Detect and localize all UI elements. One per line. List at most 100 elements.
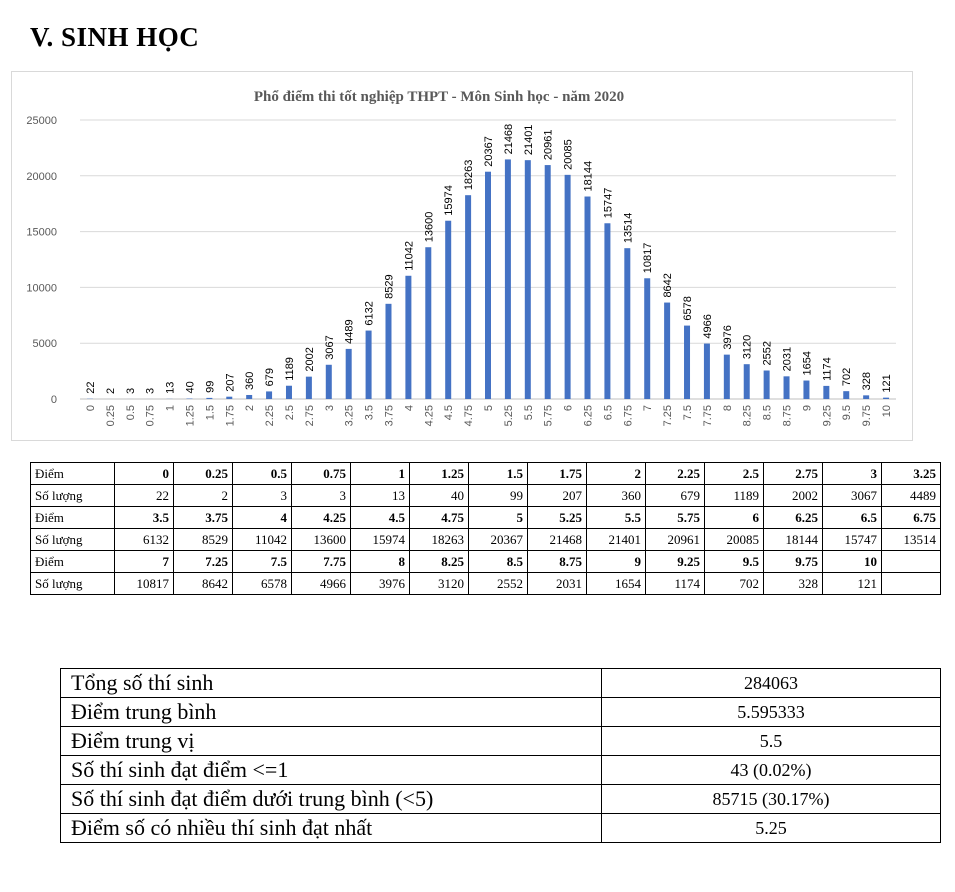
points-cell: 9.75 [763, 550, 823, 573]
x-tick-label: 10 [881, 405, 893, 417]
data-label: 328 [861, 372, 873, 390]
count-cell: 13514 [881, 528, 941, 551]
bar [425, 247, 432, 399]
count-cell: 10817 [114, 572, 174, 595]
data-label: 207 [224, 373, 236, 391]
bar [564, 174, 571, 399]
data-label: 10817 [642, 243, 654, 274]
x-tick-label: 2 [244, 405, 256, 411]
points-cell: 0.5 [232, 462, 292, 485]
x-tick-label: 3 [324, 405, 336, 411]
data-label: 8529 [383, 274, 395, 298]
stat-label: Số thí sinh đạt điểm dưới trung bình (<5… [60, 784, 602, 814]
data-label: 3067 [324, 335, 336, 359]
points-cell: 7.5 [232, 550, 292, 573]
data-label: 679 [264, 368, 276, 386]
x-tick-label: 1.75 [224, 405, 236, 426]
points-cell: 4 [232, 506, 292, 529]
y-tick-label: 10000 [26, 282, 57, 294]
bar [703, 343, 710, 399]
count-cell: 360 [586, 484, 646, 507]
points-cell: 1.75 [527, 462, 587, 485]
bar [445, 220, 452, 399]
count-cell: 6132 [114, 528, 174, 551]
x-tick-label: 0.25 [105, 405, 117, 426]
y-tick-label: 5000 [33, 338, 57, 350]
count-cell: 22 [114, 484, 174, 507]
count-row: Số lượng 22 2 3 3 13 40 99 207 360 679 1189 2002 3067… [30, 484, 941, 507]
section-heading: V. SINH HỌC [30, 22, 200, 52]
count-cell: 11042 [232, 528, 292, 551]
stats-row: Điểm trung vị 5.5 [60, 726, 941, 756]
x-tick-label: 6.75 [622, 405, 634, 426]
bar [365, 330, 372, 399]
count-cell: 4489 [881, 484, 941, 507]
points-cell: 6.5 [822, 506, 882, 529]
x-tick-label: 0 [85, 405, 97, 411]
bar [465, 195, 472, 399]
x-tick-label: 7.25 [662, 405, 674, 426]
x-tick-label: 5 [483, 405, 495, 411]
count-cell [881, 572, 941, 595]
data-label: 4489 [344, 319, 356, 343]
points-cell: 6.25 [763, 506, 823, 529]
points-cell: 3.75 [173, 506, 233, 529]
bar [783, 376, 790, 399]
score-table: Điểm 0 0.25 0.5 0.75 1 1.25 1.5 1.75 2 2.25 2.5 2.75… [30, 462, 941, 595]
data-label: 13600 [423, 212, 435, 243]
x-tick-label: 7 [642, 405, 654, 411]
count-cell: 21401 [586, 528, 646, 551]
chart-frame: Phổ điểm thi tốt nghiệp THPT - Môn Sinh … [12, 72, 912, 440]
y-tick-label: 20000 [26, 171, 57, 183]
bar [644, 278, 651, 399]
count-cell: 3120 [409, 572, 469, 595]
count-cell: 328 [763, 572, 823, 595]
data-label: 40 [184, 381, 196, 393]
points-cell: 2.25 [645, 462, 705, 485]
data-label: 99 [204, 381, 216, 393]
x-tick-label: 9.5 [841, 405, 853, 420]
points-cell: 0.25 [173, 462, 233, 485]
data-label: 2 [105, 388, 117, 394]
count-cell: 15747 [822, 528, 882, 551]
bar [584, 196, 591, 399]
count-cell: 20085 [704, 528, 764, 551]
x-tick-label: 8.25 [742, 405, 754, 426]
points-cell [881, 550, 941, 573]
points-cell: 5.75 [645, 506, 705, 529]
points-cell: 8 [350, 550, 410, 573]
stats-row: Số thí sinh đạt điểm <=1 43 (0.02%) [60, 755, 941, 785]
x-axis-ticks: 0 0.25 0.5 0.75 1 1.25 1.5 1.75 2 2.25 2.5 2.75 3 3.2… [85, 405, 893, 426]
x-tick-label: 8.5 [762, 405, 774, 420]
points-cell: 9 [586, 550, 646, 573]
count-cell: 3976 [350, 572, 410, 595]
bars [86, 159, 890, 399]
count-cell: 2002 [763, 484, 823, 507]
count-cell: 15974 [350, 528, 410, 551]
y-axis-ticks: 0 5000 10000 15000 20000 25000 [26, 115, 57, 406]
x-tick-label: 9 [801, 405, 813, 411]
count-row-header: Số lượng [30, 528, 115, 551]
points-cell: 6.75 [881, 506, 941, 529]
x-tick-label: 2.25 [264, 405, 276, 426]
count-row-header: Số lượng [30, 484, 115, 507]
data-label: 13 [165, 382, 177, 394]
points-cell: 8.75 [527, 550, 587, 573]
bar [305, 376, 312, 399]
bar [226, 396, 233, 399]
x-tick-label: 4.75 [463, 405, 475, 426]
count-cell: 18144 [763, 528, 823, 551]
x-tick-label: 7.5 [682, 405, 694, 420]
stat-label: Điểm trung bình [60, 697, 602, 727]
count-row: Số lượng 10817 8642 6578 4966 3976 3120 2552 203… [30, 572, 941, 595]
x-tick-label: 0.5 [125, 405, 137, 420]
x-tick-label: 6.5 [602, 405, 614, 420]
bar [863, 395, 870, 399]
points-cell: 9.25 [645, 550, 705, 573]
bar [743, 364, 750, 399]
data-label: 4966 [702, 314, 714, 338]
points-cell: 2 [586, 462, 646, 485]
points-cell: 8.5 [468, 550, 528, 573]
count-cell: 3 [291, 484, 351, 507]
count-cell: 20961 [645, 528, 705, 551]
